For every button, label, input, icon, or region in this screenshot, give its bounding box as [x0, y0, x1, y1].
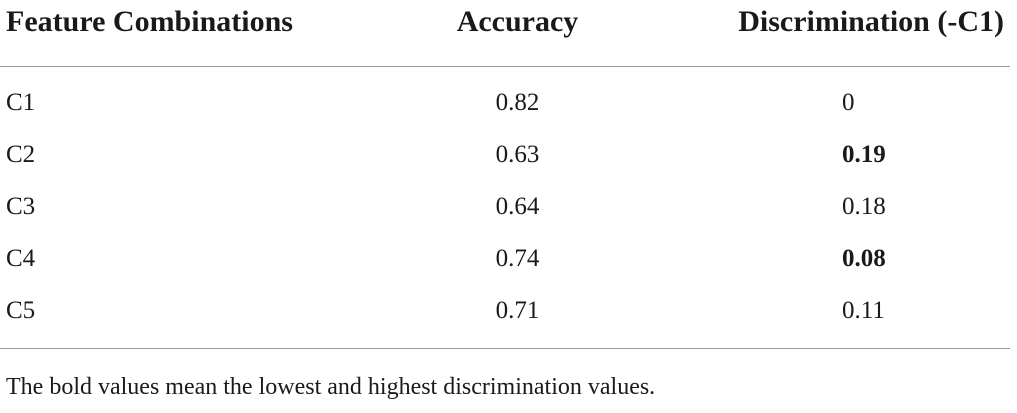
table-header-row: Feature Combinations Accuracy Discrimina…	[0, 0, 1010, 67]
cell-combination: C4	[6, 245, 36, 272]
results-table-container: Feature Combinations Accuracy Discrimina…	[0, 0, 1010, 349]
header-accuracy: Accuracy	[405, 0, 630, 67]
cell-combination: C1	[6, 89, 36, 116]
cell-combination: C2	[6, 141, 36, 168]
cell-discrimination: 0.11	[630, 285, 1010, 349]
cell-accuracy: 0.82	[495, 89, 540, 116]
table-row: C5 0.71 0.11	[0, 285, 1010, 349]
cell-discrimination: 0.18	[842, 193, 886, 220]
cell-discrimination: 0.08	[842, 245, 886, 272]
table-row: C1 0.82 0	[0, 67, 1010, 130]
cell-discrimination: 0.19	[842, 141, 886, 168]
table-row: C4 0.74 0.08	[0, 233, 1010, 285]
cell-accuracy: 0.71	[405, 285, 630, 349]
cell-accuracy: 0.63	[495, 141, 540, 168]
cell-discrimination: 0	[842, 89, 855, 116]
cell-accuracy: 0.64	[495, 193, 540, 220]
cell-accuracy: 0.74	[495, 245, 540, 272]
header-feature-combinations: Feature Combinations	[0, 0, 405, 67]
header-discrimination: Discrimination (-C1)	[630, 0, 1010, 67]
table-row: C3 0.64 0.18	[0, 181, 1010, 233]
table-footnote: The bold values mean the lowest and high…	[6, 374, 656, 400]
cell-combination: C5	[0, 285, 405, 349]
cell-combination: C3	[6, 193, 36, 220]
table-row: C2 0.63 0.19	[0, 129, 1010, 181]
results-table: Feature Combinations Accuracy Discrimina…	[0, 0, 1010, 349]
